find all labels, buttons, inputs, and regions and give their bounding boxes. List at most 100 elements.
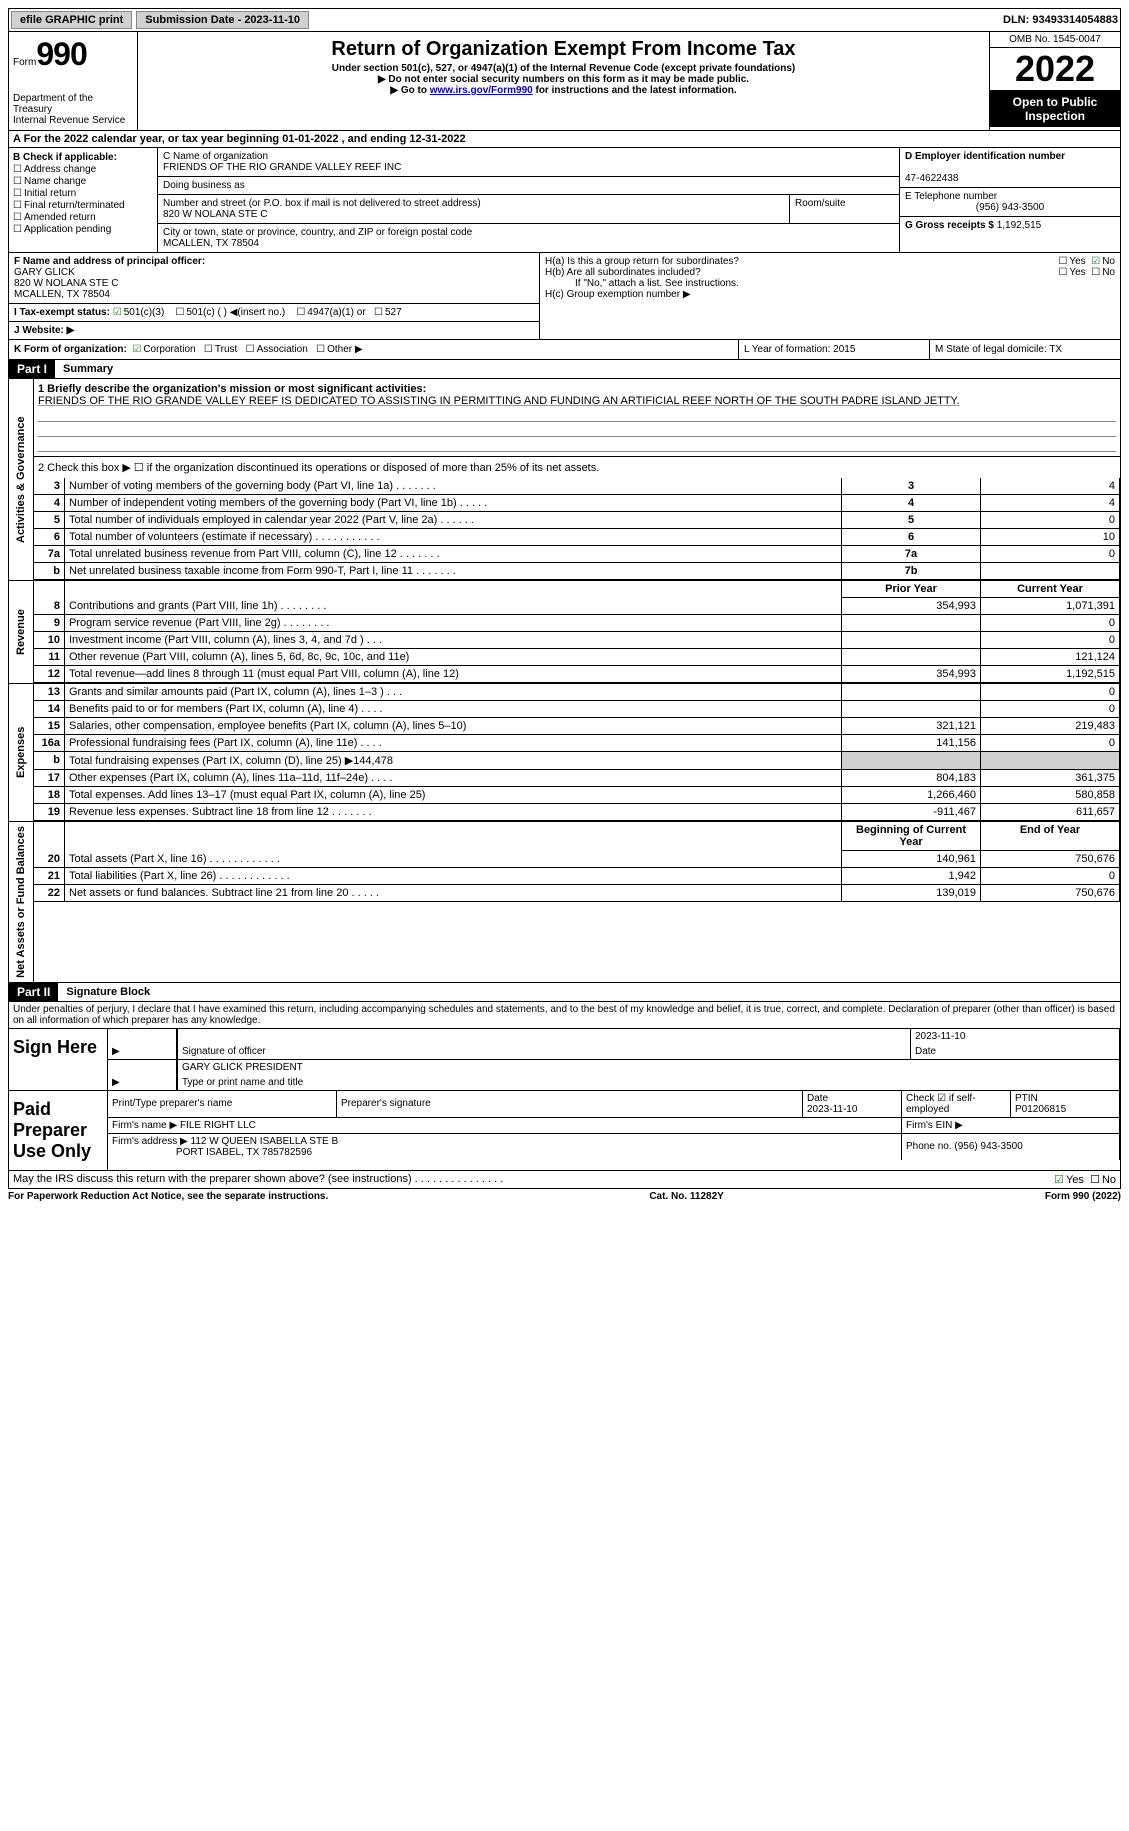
table-row: 10Investment income (Part VIII, column (… (34, 632, 1120, 649)
chk-other[interactable] (316, 344, 327, 355)
declare-text: Under penalties of perjury, I declare th… (9, 1002, 1120, 1029)
rev-table: Prior Year Current Year 8Contributions a… (34, 581, 1120, 683)
note2-post: for instructions and the latest informat… (533, 85, 737, 96)
section-b-label: B Check if applicable: (13, 152, 117, 163)
hb-note: If "No," attach a list. See instructions… (545, 278, 1115, 289)
chk-app-pending[interactable]: Application pending (13, 224, 153, 235)
part2-title: Signature Block (58, 984, 158, 1000)
col-current: Current Year (981, 581, 1120, 598)
officer-addr1: 820 W NOLANA STE C (14, 278, 118, 289)
gross-value: 1,192,515 (997, 220, 1042, 231)
form-note1: ▶ Do not enter social security numbers o… (142, 74, 985, 85)
city-value: MCALLEN, TX 78504 (163, 238, 894, 249)
gross-label: G Gross receipts $ (905, 220, 994, 231)
q1-label: 1 Briefly describe the organization's mi… (38, 383, 426, 395)
addr-value: 820 W NOLANA STE C (163, 209, 784, 220)
discuss-no[interactable] (1090, 1174, 1102, 1186)
chk-4947[interactable] (296, 307, 307, 318)
part2-header-row: Part II Signature Block (8, 983, 1121, 1002)
chk-assoc[interactable] (246, 344, 257, 355)
paperwork-notice: For Paperwork Reduction Act Notice, see … (8, 1191, 328, 1202)
page-footer: For Paperwork Reduction Act Notice, see … (8, 1189, 1121, 1204)
chk-corp[interactable] (132, 344, 143, 355)
part1-tag: Part I (9, 360, 55, 378)
revenue-block: Revenue Prior Year Current Year 8Contrib… (8, 581, 1121, 684)
table-row: 18Total expenses. Add lines 13–17 (must … (34, 787, 1120, 804)
table-row: 22Net assets or fund balances. Subtract … (34, 885, 1120, 902)
ptin-value: P01206815 (1015, 1104, 1066, 1115)
chk-address-change[interactable]: Address change (13, 164, 153, 175)
gov-table: 3Number of voting members of the governi… (34, 478, 1120, 580)
addr-label: Number and street (or P.O. box if mail i… (163, 198, 784, 209)
ha-yes[interactable] (1058, 256, 1069, 267)
submission-date-button[interactable]: Submission Date - 2023-11-10 (136, 11, 309, 29)
hc-label: H(c) Group exemption number ▶ (545, 289, 1115, 300)
city-label: City or town, state or province, country… (163, 227, 894, 238)
room-label: Room/suite (795, 198, 894, 209)
section-c: C Name of organization FRIENDS OF THE RI… (158, 148, 899, 252)
table-row: 13Grants and similar amounts paid (Part … (34, 684, 1120, 701)
part1-header-row: Part I Summary (8, 360, 1121, 379)
governance-block: Activities & Governance 1 Briefly descri… (8, 379, 1121, 581)
side-expenses: Expenses (9, 684, 34, 821)
header-right: OMB No. 1545-0047 2022 Open to Public In… (989, 32, 1120, 130)
chk-initial-return[interactable]: Initial return (13, 188, 153, 199)
chk-527[interactable] (374, 307, 385, 318)
firm-name: FILE RIGHT LLC (180, 1120, 256, 1131)
officer-name-value: GARY GLICK PRESIDENT (177, 1059, 1120, 1075)
expenses-block: Expenses 13Grants and similar amounts pa… (8, 684, 1121, 822)
exp-table: 13Grants and similar amounts paid (Part … (34, 684, 1120, 821)
discuss-yes[interactable] (1054, 1174, 1066, 1186)
dept-label: Department of the Treasury (13, 93, 133, 115)
table-row: bNet unrelated business taxable income f… (34, 563, 1120, 580)
table-row: 7aTotal unrelated business revenue from … (34, 546, 1120, 563)
header-center: Return of Organization Exempt From Incom… (138, 32, 989, 130)
chk-name-change[interactable]: Name change (13, 176, 153, 187)
table-row: 19Revenue less expenses. Subtract line 1… (34, 804, 1120, 821)
chk-501c[interactable] (175, 307, 186, 318)
table-row: 11Other revenue (Part VIII, column (A), … (34, 649, 1120, 666)
mission-block: 1 Briefly describe the organization's mi… (34, 379, 1120, 456)
form-prefix: Form (13, 57, 36, 68)
firm-ein-label: Firm's EIN ▶ (902, 1117, 1120, 1133)
table-row: bTotal fundraising expenses (Part IX, co… (34, 752, 1120, 770)
officer-addr2: MCALLEN, TX 78504 (14, 289, 110, 300)
form-title: Return of Organization Exempt From Incom… (142, 38, 985, 61)
hb-yes[interactable] (1058, 267, 1069, 278)
dln-label: DLN: 93493314054883 (1003, 14, 1118, 26)
table-row: 8Contributions and grants (Part VIII, li… (34, 598, 1120, 615)
line-a-text: A For the 2022 calendar year, or tax yea… (13, 133, 466, 145)
cat-no: Cat. No. 11282Y (649, 1191, 723, 1202)
irs-label: Internal Revenue Service (13, 115, 133, 126)
sign-here-label: Sign Here (9, 1029, 108, 1090)
table-row: 15Salaries, other compensation, employee… (34, 718, 1120, 735)
website-label: J Website: ▶ (14, 325, 74, 336)
netassets-block: Net Assets or Fund Balances Beginning of… (8, 822, 1121, 983)
firm-addr: 112 W QUEEN ISABELLA STE B (191, 1136, 339, 1147)
prep-sig-label: Preparer's signature (337, 1091, 803, 1118)
irs-link[interactable]: www.irs.gov/Form990 (430, 85, 533, 96)
note2-pre: ▶ Go to (390, 85, 429, 96)
tax-status-label: I Tax-exempt status: (14, 307, 110, 318)
mission-text: FRIENDS OF THE RIO GRANDE VALLEY REEF IS… (38, 395, 960, 407)
hb-no[interactable] (1091, 267, 1102, 278)
col-prior: Prior Year (842, 581, 981, 598)
ha-no[interactable] (1091, 256, 1102, 267)
footer-form-num: 990 (1073, 1191, 1090, 1202)
section-fhij: F Name and address of principal officer:… (8, 253, 1121, 340)
efile-print-button[interactable]: efile GRAPHIC print (11, 11, 132, 29)
side-netassets: Net Assets or Fund Balances (9, 822, 34, 982)
chk-trust[interactable] (204, 344, 215, 355)
discuss-row: May the IRS discuss this return with the… (8, 1171, 1121, 1189)
firm-phone: (956) 943-3500 (954, 1141, 1022, 1152)
q2-text: 2 Check this box ▶ ☐ if the organization… (34, 456, 1120, 478)
chk-final-return[interactable]: Final return/terminated (13, 200, 153, 211)
table-row: 9Program service revenue (Part VIII, lin… (34, 615, 1120, 632)
phone-value: (956) 943-3500 (905, 202, 1115, 213)
chk-amended[interactable]: Amended return (13, 212, 153, 223)
dba-label: Doing business as (163, 180, 894, 191)
l-year: L Year of formation: 2015 (739, 340, 930, 359)
chk-501c3[interactable] (113, 307, 124, 318)
sig-date: 2023-11-10 (911, 1029, 1120, 1044)
ha-label: H(a) Is this a group return for subordin… (545, 256, 887, 267)
